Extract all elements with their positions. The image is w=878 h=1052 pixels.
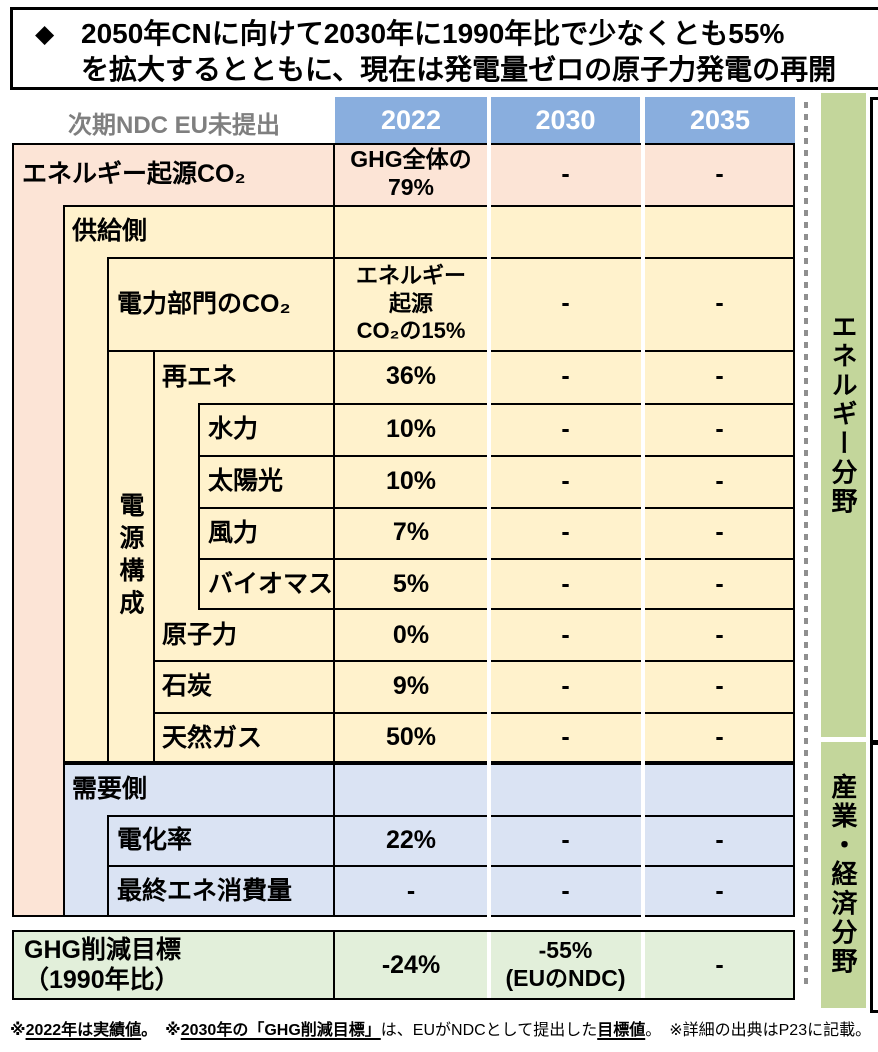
clipped-box-right-bottom <box>870 742 878 1013</box>
value-renewables-2035: - <box>715 362 724 391</box>
column-gap <box>487 95 491 917</box>
year-header-2022: 2022 <box>335 97 487 143</box>
value-power-sector-2035: - <box>715 289 724 318</box>
sidebar-band-energy-sector: エネルギー分野 <box>821 93 866 737</box>
value-electrification-2022: 22% <box>385 825 437 854</box>
value-coal-2030: - <box>561 671 570 700</box>
value-wind-2035: - <box>715 518 724 547</box>
dotted-divider-line <box>804 102 808 988</box>
value-hydro-2022: 10% <box>385 414 437 443</box>
value-nuclear-2022: 0% <box>392 620 430 649</box>
footnote: ※2022年は実績値。 ※2030年の「GHG削減目標」は、EUがNDCとして提… <box>10 1016 872 1040</box>
row-label-demand-side: 需要側 <box>72 775 148 803</box>
value-natural-gas-2030: - <box>561 723 570 752</box>
value-energy-co2-2030: - <box>561 159 570 188</box>
value-final-energy-2030: - <box>561 876 570 905</box>
value-biomass-2030: - <box>561 569 570 598</box>
value-nuclear-2030: - <box>561 620 570 649</box>
diamond-bullet-icon: ◆ <box>35 20 55 48</box>
footnote-segment-underlined: 2030年の「GHG削減目標」 <box>180 1022 381 1039</box>
footnote-segment: 。 ※詳細の出典はP23に記載。 <box>645 1022 872 1039</box>
grid-line <box>333 143 335 917</box>
row-label-renewables: 再エネ <box>162 362 238 391</box>
group-box-renewables-detail <box>198 403 795 610</box>
value-solar-2030: - <box>561 466 570 495</box>
footnote-segment-underlined: 目標値 <box>597 1022 646 1039</box>
value-final-energy-2035: - <box>715 876 724 905</box>
headline-banner: ◆ 2050年CNに向けて2030年に1990年比で少なくとも55% を拡大する… <box>10 7 878 90</box>
value-hydro-2035: - <box>715 414 724 443</box>
value-wind-2022: 7% <box>392 518 430 547</box>
row-label-wind: 風力 <box>208 518 259 547</box>
value-hydro-2030: - <box>561 414 570 443</box>
value-final-energy-2022: - <box>406 876 416 905</box>
row-label-final-energy: 最終エネ消費量 <box>117 877 293 905</box>
value-electrification-2035: - <box>715 825 724 854</box>
value-biomass-2035: - <box>715 569 724 598</box>
value-power-sector-2022: エネルギー 起源 CO₂の15% <box>355 263 466 344</box>
grid-line <box>153 660 795 662</box>
row-label-solar: 太陽光 <box>208 467 284 495</box>
group-box-ghg-target <box>12 930 795 1000</box>
row-label-biomass: バイオマス <box>208 570 334 598</box>
value-nuclear-2035: - <box>715 620 724 649</box>
row-label-coal: 石炭 <box>162 672 213 700</box>
year-header-2035: 2035 <box>645 97 795 143</box>
footnote-segment: 。 ※ <box>141 1022 181 1039</box>
column-gap <box>641 95 645 917</box>
row-label-power-sector-co2: 電力部門のCO₂ <box>117 289 291 318</box>
grid-line <box>198 558 795 560</box>
group-label-generation-mix: 電源構成 <box>116 491 144 622</box>
value-energy-co2-2035: - <box>715 159 724 188</box>
value-coal-2022: 9% <box>392 671 430 700</box>
footnote-segment-underlined: 2022年は実績値 <box>25 1022 142 1039</box>
column-gap <box>641 932 645 998</box>
row-label-nuclear: 原子力 <box>162 621 238 649</box>
clipped-box-right-top <box>870 97 878 743</box>
value-electrification-2030: - <box>561 825 570 854</box>
value-natural-gas-2035: - <box>715 723 724 752</box>
headline-line-1: 2050年CNに向けて2030年に1990年比で少なくとも55% <box>81 18 785 49</box>
year-header-2030: 2030 <box>491 97 640 143</box>
value-ghg-target-2030: -55% (EUのNDC) <box>505 937 626 991</box>
grid-line <box>198 455 795 457</box>
sidebar-band-industry-sector: 産業・経済分野 <box>821 742 866 1008</box>
row-label-supply-side: 供給側 <box>72 217 148 245</box>
value-coal-2035: - <box>715 671 724 700</box>
corner-note: 次期NDC EU未提出 <box>67 111 280 139</box>
value-solar-2035: - <box>715 466 724 495</box>
grid-line <box>333 930 335 1000</box>
row-label-ghg-target: GHG削減目標 （1990年比） <box>24 936 181 994</box>
footnote-segment: ※ <box>10 1022 26 1039</box>
row-label-hydro: 水力 <box>208 415 259 443</box>
column-gap <box>487 932 491 998</box>
value-ghg-target-2022: -24% <box>381 950 441 979</box>
value-ghg-target-2035: - <box>715 950 724 979</box>
grid-line <box>107 865 795 867</box>
footnote-segment: は、EUがNDCとして提出した <box>380 1022 598 1039</box>
value-solar-2022: 10% <box>385 466 437 495</box>
headline-line-2: を拡大するとともに、現在は発電量ゼロの原子力発電の再開 <box>81 54 837 85</box>
row-label-natural-gas: 天然ガス <box>162 723 263 752</box>
grid-line <box>153 350 155 763</box>
row-label-electrification: 電化率 <box>117 826 193 854</box>
grid-line <box>153 712 795 714</box>
value-energy-co2-2022: GHG全体の 79% <box>350 146 472 200</box>
grid-line <box>198 507 795 509</box>
value-biomass-2022: 5% <box>392 569 430 598</box>
value-renewables-2022: 36% <box>385 362 437 391</box>
value-renewables-2030: - <box>561 362 570 391</box>
value-power-sector-2030: - <box>561 289 570 318</box>
value-wind-2030: - <box>561 518 570 547</box>
value-natural-gas-2022: 50% <box>385 723 437 752</box>
grid-line <box>107 350 795 352</box>
row-label-energy-co2: エネルギー起源CO₂ <box>22 160 246 188</box>
group-box-power-sector <box>107 257 795 763</box>
